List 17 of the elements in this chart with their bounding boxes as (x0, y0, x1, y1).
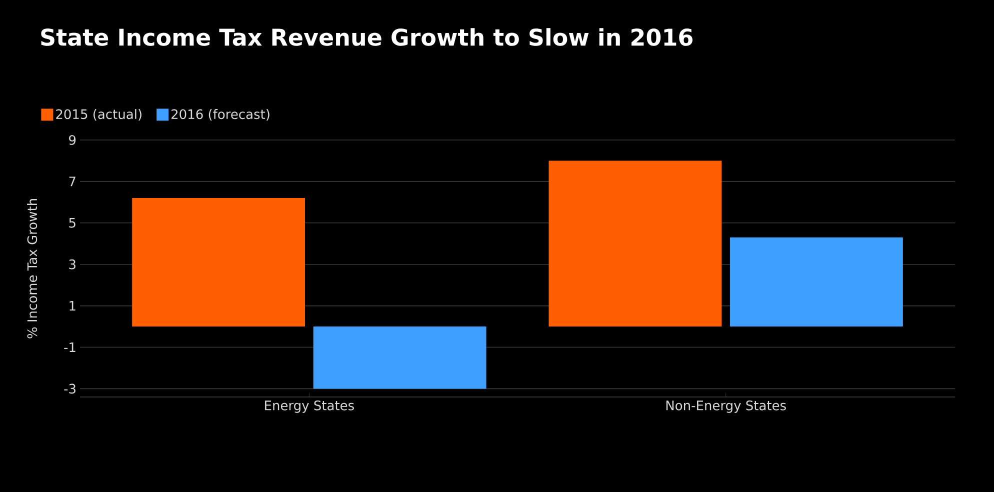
bar (313, 326, 486, 389)
bar (132, 198, 306, 327)
bar (730, 237, 903, 327)
y-tick-label: 9 (69, 135, 76, 145)
x-tick-label: Non-Energy States (666, 400, 786, 413)
chart-title: State Income Tax Revenue Growth to Slow in 2016 (41, 28, 692, 46)
y-tick-label: -1 (64, 342, 76, 352)
y-tick-label: 7 (69, 176, 76, 186)
bar (548, 160, 722, 327)
y-axis-title: % Income Tax Growth (27, 199, 38, 338)
y-tick-label: 5 (69, 218, 76, 228)
legend-label: 2015 (actual) (56, 109, 142, 121)
y-tick-label: 3 (69, 259, 76, 270)
y-tick-label: -3 (64, 384, 76, 394)
x-tick-label: Energy States (265, 400, 354, 413)
legend-label: 2016 (forecast) (172, 109, 270, 121)
y-tick-label: 1 (70, 301, 76, 311)
